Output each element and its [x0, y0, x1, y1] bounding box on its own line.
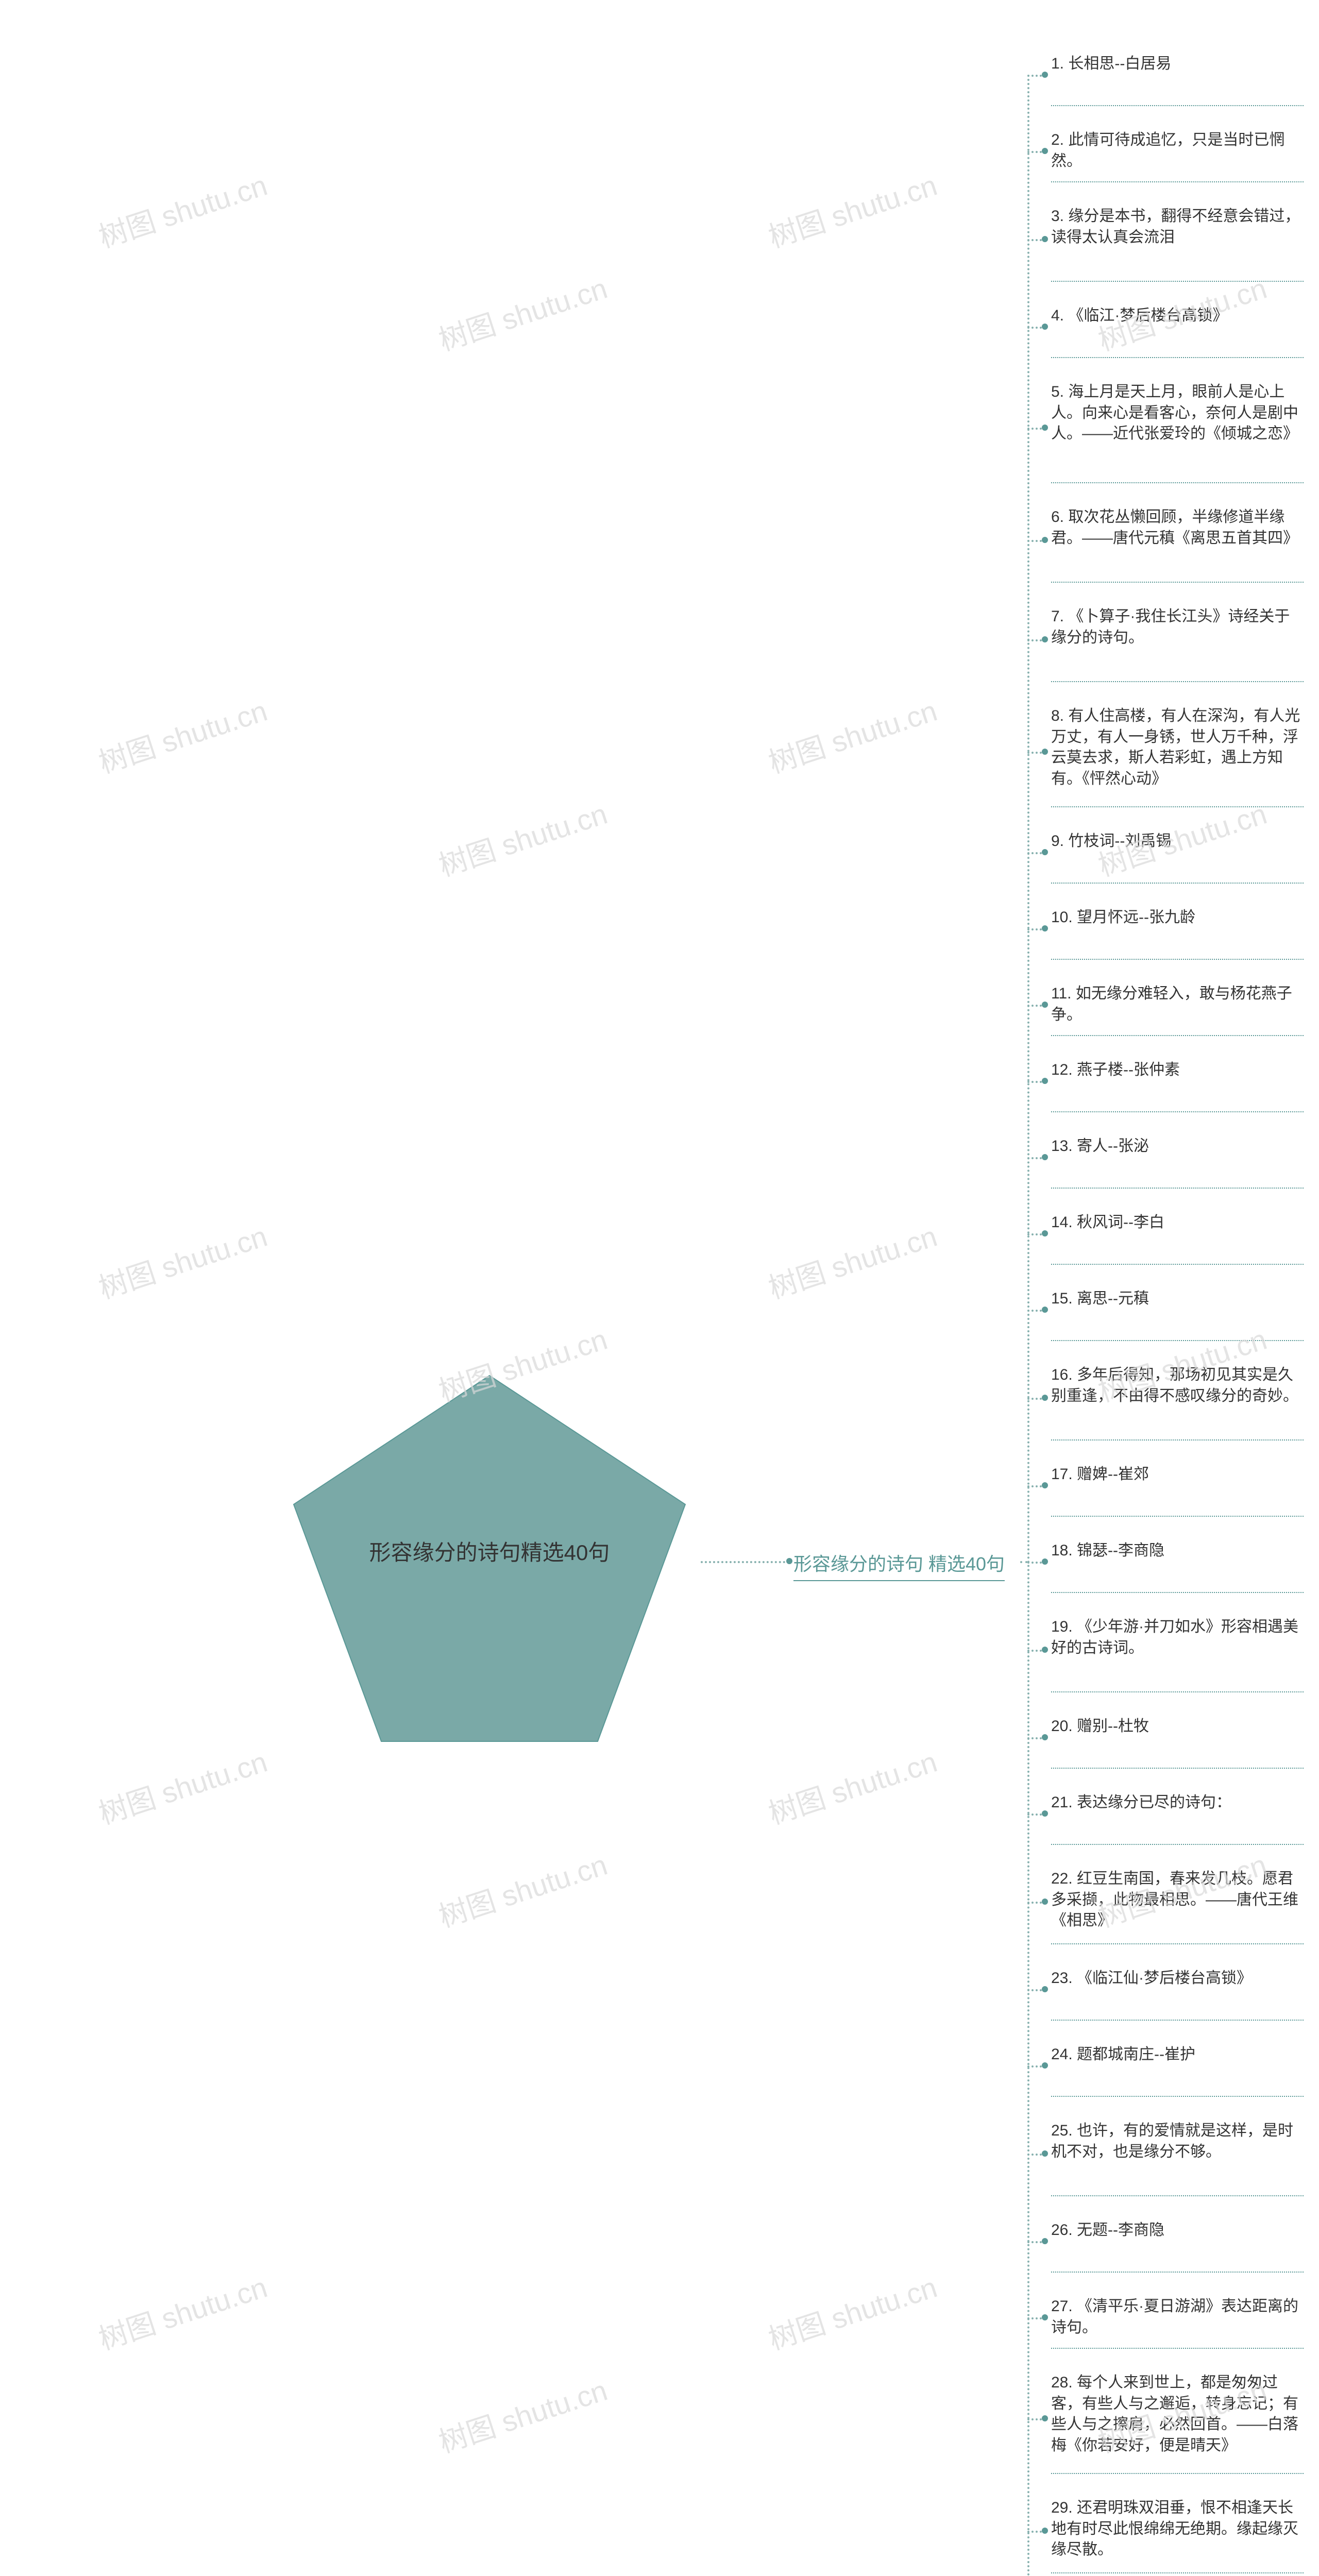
connector-dot: [1042, 1734, 1048, 1740]
connector-dot: [1042, 1899, 1048, 1905]
connector-sub-to-tree: [1020, 1561, 1027, 1563]
watermark: 树图 shutu.cn: [763, 162, 942, 256]
watermark: 树图 shutu.cn: [763, 1739, 942, 1833]
leaf-item: 4. 《临江·梦后楼台高锁》: [1051, 303, 1304, 358]
leaf-item: 7. 《卜算子·我住长江头》诗经关于缘分的诗句。: [1051, 604, 1304, 682]
connector-dot: [1042, 1482, 1048, 1488]
leaf-item: 20. 赠别--杜牧: [1051, 1714, 1304, 1769]
watermark: 树图 shutu.cn: [433, 1842, 612, 1936]
connector-dot: [1042, 2314, 1048, 2320]
leaf-item: 29. 还君明珠双泪垂，恨不相逢天长地有时尽此恨绵绵无绝期。缘起缘灭缘尽散。: [1051, 2496, 1304, 2573]
leaf-item: 11. 如无缘分难轻入，敢与杨花燕子争。: [1051, 981, 1304, 1036]
leaf-item: 28. 每个人来到世上，都是匆匆过客，有些人与之邂逅，转身忘记；有些人与之擦肩，…: [1051, 2370, 1304, 2474]
leaf-item: 27. 《清平乐·夏日游湖》表达距离的诗句。: [1051, 2294, 1304, 2349]
leaf-item: 14. 秋风词--李白: [1051, 1210, 1304, 1265]
connector-dot: [1042, 849, 1048, 855]
leaf-item: 15. 离思--元稹: [1051, 1286, 1304, 1341]
leaf-item: 9. 竹枝词--刘禹锡: [1051, 829, 1304, 884]
connector-dot: [1042, 2062, 1048, 2069]
leaf-item: 10. 望月怀远--张九龄: [1051, 905, 1304, 960]
leaf-item: 13. 寄人--张泌: [1051, 1134, 1304, 1189]
connector-dot: [1042, 1154, 1048, 1160]
leaf-item: 2. 此情可待成追忆，只是当时已惘然。: [1051, 128, 1304, 182]
watermark: 树图 shutu.cn: [93, 162, 272, 256]
connector-dot: [786, 1558, 792, 1564]
leaf-item: 24. 题都城南庄--崔护: [1051, 2042, 1304, 2097]
connector-vline: [1027, 75, 1029, 2576]
connector-dot: [1042, 324, 1048, 330]
watermark: 树图 shutu.cn: [93, 1213, 272, 1307]
connector-dot: [1042, 1307, 1048, 1313]
leaf-item: 3. 缘分是本书，翻得不经意会错过，读得太认真会流泪: [1051, 204, 1304, 282]
leaf-item: 19. 《少年游·并刀如水》形容相遇美好的古诗词。: [1051, 1615, 1304, 1692]
leaf-item: 22. 红豆生南国，春来发几枝。愿君多采撷，此物最相思。——唐代王维《相思》: [1051, 1867, 1304, 1944]
leaf-item: 12. 燕子楼--张仲素: [1051, 1058, 1304, 1112]
connector-dot: [1042, 1986, 1048, 1992]
canvas: 形容缘分的诗句精选40句 形容缘分的诗句 精选40句 1. 长相思--白居易 2.…: [0, 0, 1319, 2576]
leaf-item: 25. 也许，有的爱情就是这样，是时机不对，也是缘分不够。: [1051, 2119, 1304, 2196]
connector-dot: [1042, 636, 1048, 642]
sub-node: 形容缘分的诗句 精选40句: [793, 1549, 1005, 1581]
connector-dot: [1042, 1810, 1048, 1817]
watermark: 树图 shutu.cn: [763, 688, 942, 782]
connector-dot: [1042, 1647, 1048, 1653]
leaf-item: 6. 取次花丛懒回顾，半缘修道半缘君。——唐代元稹《离思五首其四》: [1051, 505, 1304, 583]
watermark: 树图 shutu.cn: [93, 1739, 272, 1833]
connector-dot: [1042, 1002, 1048, 1008]
leaf-item: 21. 表达缘分已尽的诗句：: [1051, 1790, 1304, 1845]
leaf-item: 16. 多年后得知，那场初见其实是久别重逢，不由得不感叹缘分的奇妙。: [1051, 1363, 1304, 1440]
watermark: 树图 shutu.cn: [433, 265, 612, 359]
connector-dot: [1042, 236, 1048, 242]
watermark: 树图 shutu.cn: [433, 791, 612, 885]
connector-dot: [1042, 2238, 1048, 2244]
watermark: 树图 shutu.cn: [763, 1213, 942, 1307]
connector-dot: [1042, 2528, 1048, 2534]
connector-dot: [1042, 2415, 1048, 2421]
watermark: 树图 shutu.cn: [93, 2264, 272, 2358]
leaf-item: 17. 赠婢--崔郊: [1051, 1462, 1304, 1517]
connector-dot: [1042, 749, 1048, 755]
leaf-item: 23. 《临江仙·梦后楼台高锁》: [1051, 1966, 1304, 2021]
connector-dot: [1042, 925, 1048, 931]
sub-label: 形容缘分的诗句 精选40句: [793, 1553, 1005, 1574]
root-label: 形容缘分的诗句精选40句: [278, 1535, 701, 1567]
connector-dot: [1042, 425, 1048, 431]
connector-root-to-sub: [701, 1561, 789, 1563]
leaf-item: 26. 无题--李商隐: [1051, 2218, 1304, 2273]
leaf-item: 8. 有人住高楼，有人在深沟，有人光万丈，有人一身锈，世人万千种，浮云莫去求，斯…: [1051, 704, 1304, 807]
connector-dot: [1042, 72, 1048, 78]
connector-dot: [1042, 1395, 1048, 1401]
root-node: 形容缘分的诗句精选40句: [278, 1350, 701, 1772]
watermark: 树图 shutu.cn: [93, 688, 272, 782]
watermark: 树图 shutu.cn: [763, 2264, 942, 2358]
leaf-item: 1. 长相思--白居易: [1051, 52, 1304, 106]
connector-dot: [1042, 148, 1048, 154]
connector-dot: [1042, 1558, 1048, 1565]
connector-dot: [1042, 1078, 1048, 1084]
connector-dot: [1042, 537, 1048, 543]
leaf-item: 18. 锦瑟--李商隐: [1051, 1538, 1304, 1593]
watermark: 树图 shutu.cn: [433, 2367, 612, 2461]
connector-dot: [1042, 2150, 1048, 2157]
leaf-item: 5. 海上月是天上月，眼前人是心上人。向来心是看客心，奈何人是剧中人。——近代张…: [1051, 380, 1304, 483]
connector-dot: [1042, 1230, 1048, 1236]
